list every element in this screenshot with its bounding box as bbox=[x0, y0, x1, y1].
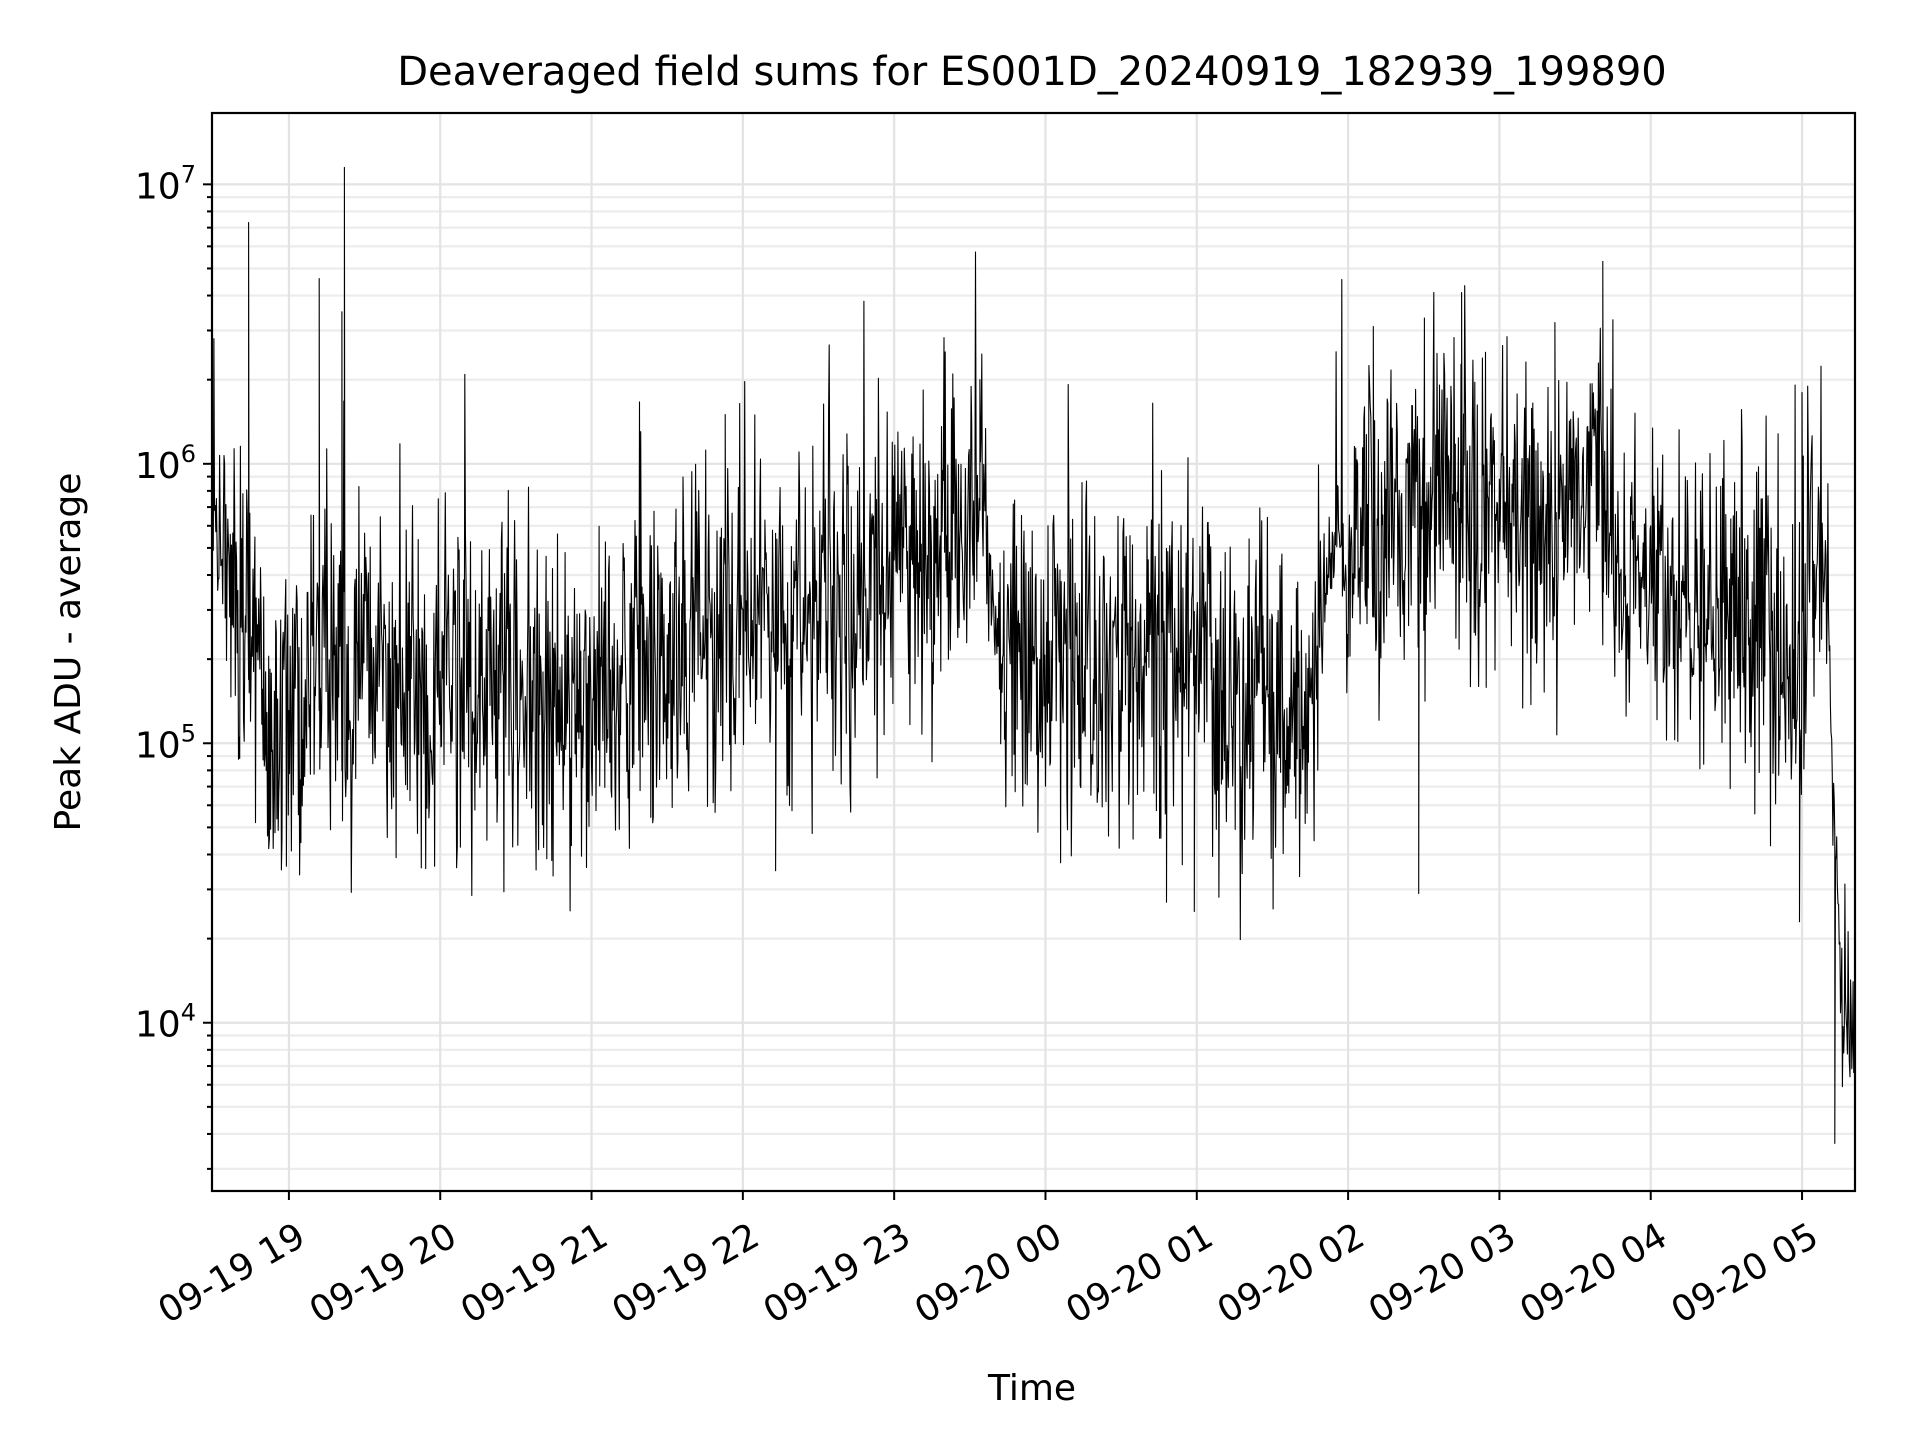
x-axis-label: Time bbox=[987, 1368, 1076, 1409]
axis-ticks bbox=[203, 183, 1804, 1200]
y-tick-label: 104 bbox=[135, 999, 196, 1046]
x-tick-label: 09-19 21 bbox=[454, 1215, 615, 1331]
y-tick-label-base: 10 bbox=[135, 446, 181, 487]
x-tick-label: 09-19 20 bbox=[303, 1215, 464, 1331]
y-tick-label-base: 10 bbox=[135, 725, 181, 766]
y-axis-label: Peak ADU - average bbox=[48, 473, 89, 832]
x-tick-label: 09-20 03 bbox=[1362, 1215, 1523, 1331]
series-line-peak-adu bbox=[212, 166, 1856, 1144]
y-tick-label-exponent: 6 bbox=[181, 440, 196, 468]
y-tick-label-exponent: 5 bbox=[181, 719, 196, 747]
y-tick-label-exponent: 7 bbox=[181, 160, 196, 188]
chart-title: Deaveraged field sums for ES001D_2024091… bbox=[397, 49, 1667, 95]
x-tick-label: 09-19 19 bbox=[152, 1215, 313, 1331]
y-tick-label-exponent: 4 bbox=[181, 999, 196, 1027]
grid bbox=[212, 113, 1855, 1191]
y-tick-label: 106 bbox=[135, 440, 196, 487]
y-tick-label: 105 bbox=[135, 719, 196, 766]
y-tick-label: 107 bbox=[135, 160, 196, 207]
y-tick-label-base: 10 bbox=[135, 1005, 181, 1046]
x-tick-label: 09-20 02 bbox=[1211, 1215, 1372, 1331]
series bbox=[212, 166, 1856, 1144]
x-tick-label: 09-20 00 bbox=[908, 1215, 1069, 1331]
x-tick-label: 09-19 23 bbox=[757, 1215, 918, 1331]
x-tick-label: 09-20 05 bbox=[1665, 1215, 1826, 1331]
x-tick-label: 09-20 04 bbox=[1513, 1215, 1674, 1331]
y-tick-label-base: 10 bbox=[135, 166, 181, 207]
plot-frame bbox=[210, 111, 1857, 1193]
x-tick-label: 09-20 01 bbox=[1059, 1215, 1220, 1331]
x-tick-label: 09-19 22 bbox=[605, 1215, 766, 1331]
